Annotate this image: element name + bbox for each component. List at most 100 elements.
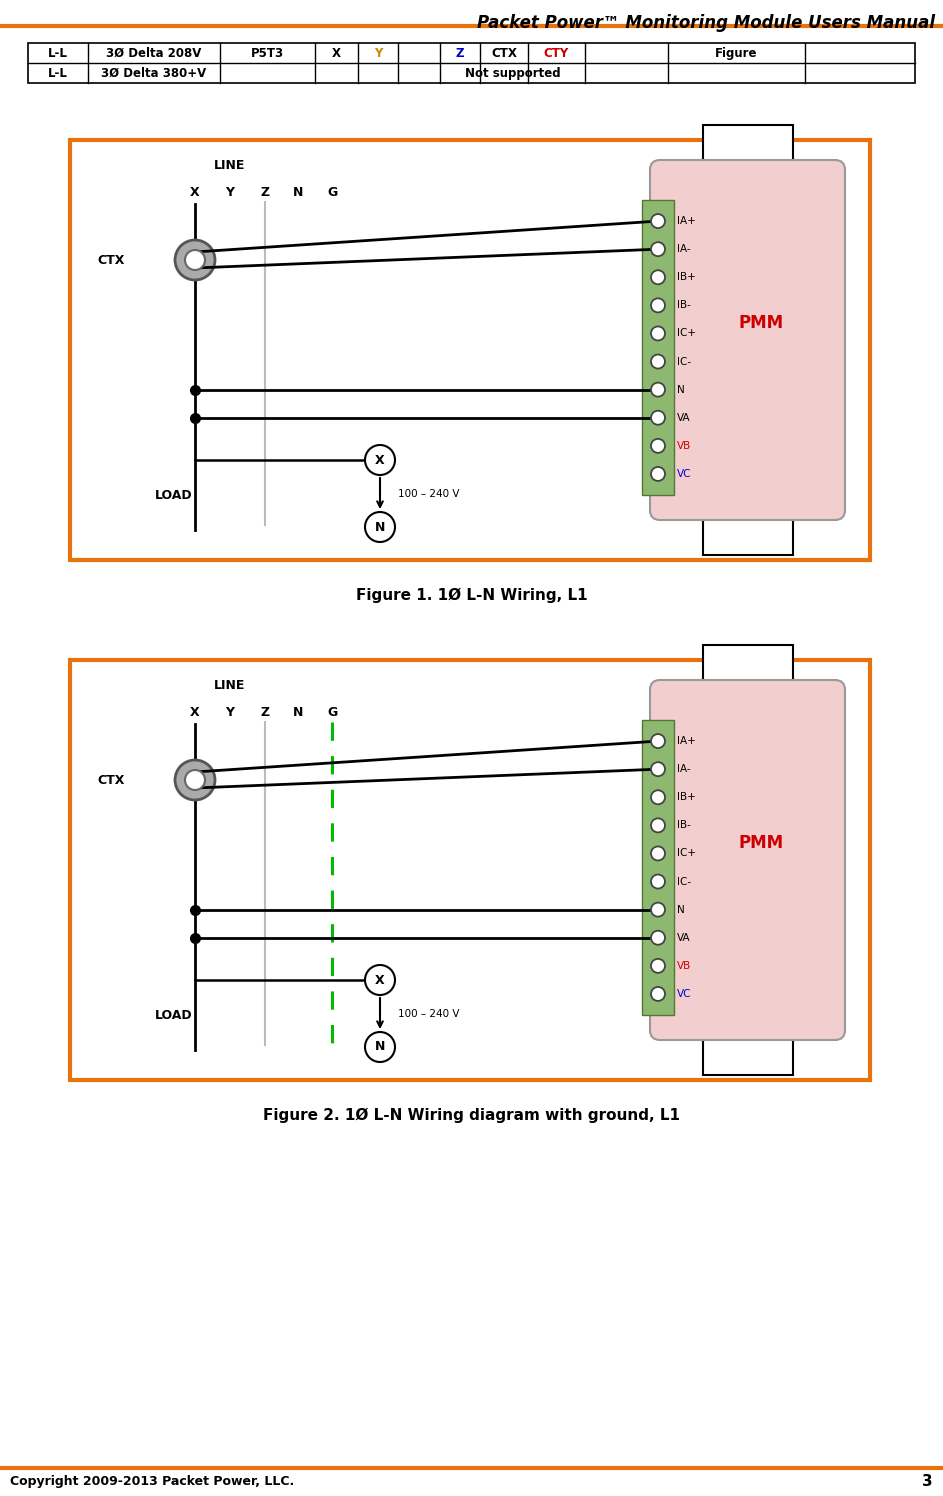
Circle shape: [651, 735, 665, 748]
Circle shape: [651, 875, 665, 889]
Circle shape: [651, 298, 665, 313]
Bar: [703, 126, 792, 171]
Bar: [703, 645, 792, 690]
Text: X: X: [332, 46, 341, 60]
Circle shape: [651, 214, 665, 227]
Circle shape: [185, 770, 205, 790]
Text: VC: VC: [677, 989, 691, 999]
Bar: [703, 510, 792, 555]
Circle shape: [651, 271, 665, 284]
Text: Not supported: Not supported: [465, 66, 560, 79]
Circle shape: [651, 326, 665, 341]
Text: CTX: CTX: [98, 253, 125, 266]
Circle shape: [651, 438, 665, 453]
Text: Figure 2. 1Ø L-N Wiring diagram with ground, L1: Figure 2. 1Ø L-N Wiring diagram with gro…: [263, 1107, 680, 1122]
Text: Y: Y: [373, 46, 382, 60]
Text: IA-: IA-: [677, 244, 690, 254]
Bar: [28, 43, 915, 82]
Circle shape: [651, 959, 665, 972]
Circle shape: [651, 818, 665, 832]
Circle shape: [651, 902, 665, 917]
Text: Packet Power™ Monitoring Module Users Manual: Packet Power™ Monitoring Module Users Ma…: [477, 13, 935, 31]
Text: IA-: IA-: [677, 764, 690, 773]
Circle shape: [365, 444, 395, 476]
Circle shape: [651, 355, 665, 368]
Circle shape: [185, 250, 205, 269]
Text: LINE: LINE: [214, 679, 246, 691]
Text: N: N: [374, 1041, 385, 1053]
Circle shape: [651, 931, 665, 945]
Text: N: N: [293, 186, 304, 199]
Text: VC: VC: [677, 468, 691, 479]
Text: 3Ø Delta 208V: 3Ø Delta 208V: [107, 46, 202, 60]
Text: X: X: [190, 186, 200, 199]
Circle shape: [651, 383, 665, 396]
Circle shape: [651, 790, 665, 805]
Text: N: N: [677, 384, 685, 395]
Text: PMM: PMM: [739, 833, 784, 853]
Text: Z: Z: [455, 46, 464, 60]
Text: IB-: IB-: [677, 301, 691, 310]
Circle shape: [651, 987, 665, 1001]
Circle shape: [365, 1032, 395, 1062]
Text: L-L: L-L: [48, 66, 68, 79]
Text: Figure 1. 1Ø L-N Wiring, L1: Figure 1. 1Ø L-N Wiring, L1: [356, 588, 587, 603]
Text: CTY: CTY: [544, 46, 570, 60]
Text: Y: Y: [225, 186, 235, 199]
Text: IC+: IC+: [677, 329, 696, 338]
Text: IA+: IA+: [677, 215, 696, 226]
Text: N: N: [677, 905, 685, 914]
Text: N: N: [293, 706, 304, 718]
Text: LOAD: LOAD: [155, 489, 192, 501]
Text: VB: VB: [677, 960, 691, 971]
Bar: [642, 200, 674, 495]
FancyBboxPatch shape: [650, 681, 845, 1040]
Text: LINE: LINE: [214, 159, 246, 172]
Circle shape: [651, 242, 665, 256]
Circle shape: [651, 467, 665, 480]
Circle shape: [175, 239, 215, 280]
Text: IB-: IB-: [677, 820, 691, 830]
Text: X: X: [375, 453, 385, 467]
Text: P5T3: P5T3: [251, 46, 284, 60]
Text: LOAD: LOAD: [155, 1008, 192, 1022]
Text: VA: VA: [677, 932, 690, 942]
Text: IC-: IC-: [677, 877, 691, 887]
Text: Figure: Figure: [715, 46, 758, 60]
Text: CTX: CTX: [98, 773, 125, 787]
Text: IC-: IC-: [677, 356, 691, 367]
Bar: [70, 141, 870, 560]
Text: 100 – 240 V: 100 – 240 V: [398, 489, 459, 498]
Text: IB+: IB+: [677, 272, 696, 283]
Circle shape: [365, 512, 395, 542]
Circle shape: [651, 411, 665, 425]
Text: IC+: IC+: [677, 848, 696, 859]
Text: 100 – 240 V: 100 – 240 V: [398, 1008, 459, 1019]
Text: 3Ø Delta 380+V: 3Ø Delta 380+V: [102, 66, 207, 79]
Circle shape: [365, 965, 395, 995]
Text: G: G: [327, 706, 338, 718]
Text: VA: VA: [677, 413, 690, 423]
Text: Z: Z: [260, 706, 270, 718]
Text: L-L: L-L: [48, 46, 68, 60]
Text: Z: Z: [260, 186, 270, 199]
Text: Copyright 2009-2013 Packet Power, LLC.: Copyright 2009-2013 Packet Power, LLC.: [10, 1475, 294, 1489]
Text: X: X: [375, 974, 385, 986]
Text: X: X: [190, 706, 200, 718]
Bar: [70, 660, 870, 1080]
Text: N: N: [374, 521, 385, 534]
Text: Y: Y: [225, 706, 235, 718]
Circle shape: [175, 760, 215, 800]
Bar: [642, 720, 674, 1014]
Text: 3: 3: [922, 1475, 933, 1490]
Text: PMM: PMM: [739, 314, 784, 332]
Text: VB: VB: [677, 441, 691, 450]
FancyBboxPatch shape: [650, 160, 845, 521]
Circle shape: [651, 847, 665, 860]
Bar: [703, 1031, 792, 1076]
Text: G: G: [327, 186, 338, 199]
Text: IB+: IB+: [677, 793, 696, 802]
Circle shape: [651, 761, 665, 776]
Text: CTX: CTX: [491, 46, 517, 60]
Text: IA+: IA+: [677, 736, 696, 747]
